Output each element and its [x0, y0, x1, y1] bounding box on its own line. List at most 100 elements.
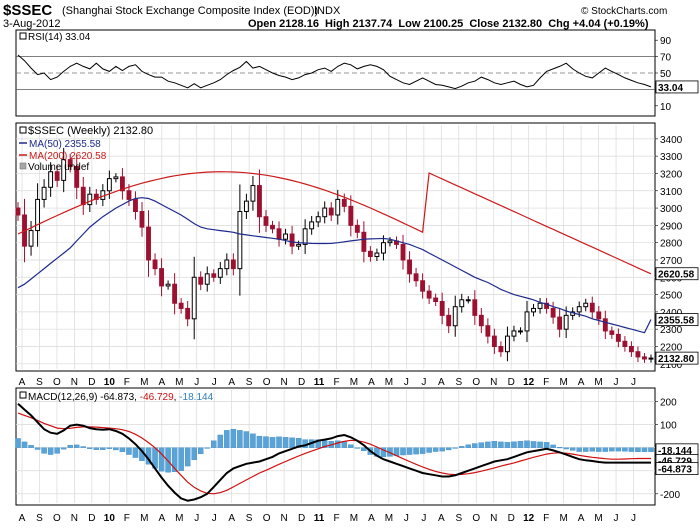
macd-histogram-bar	[126, 447, 132, 455]
price-ytick-label: 2200	[660, 343, 683, 354]
macd-histogram-bar	[256, 435, 263, 448]
macd-histogram-bar	[478, 442, 485, 448]
macd-xtick-label: J	[421, 513, 426, 524]
price-candle-body	[113, 176, 119, 180]
price-candle-body	[563, 314, 569, 330]
price-xtick-label: J	[631, 377, 636, 388]
macd-histogram-bar	[641, 447, 648, 452]
price-candle-body	[126, 190, 132, 200]
macd-histogram-bar	[596, 447, 602, 452]
macd-histogram-bar	[602, 447, 609, 452]
price-candle-body	[309, 221, 315, 230]
price-ytick-label: 2800	[660, 239, 683, 250]
price-candle-body	[80, 186, 86, 206]
macd-xtick-label: O	[263, 513, 271, 524]
price-candle-body	[446, 314, 452, 327]
price-candle-body	[263, 216, 269, 226]
price-candle-body	[139, 211, 145, 228]
macd-value-tag-box	[655, 462, 699, 476]
price-candle-body	[133, 198, 138, 213]
macd-histogram-bar	[537, 441, 543, 448]
price-candle-body	[420, 280, 426, 292]
ma50-value-tag-box	[655, 313, 699, 326]
price-candle-body	[328, 207, 334, 216]
macd-chart: -200-1000100200ASOND10FMAMJJASOND11FMAMJ…	[15, 390, 699, 524]
macd-histogram-bar	[517, 441, 524, 448]
macd-legend-label: MACD(12,26,9)	[28, 392, 97, 403]
price-candle-body	[165, 283, 171, 287]
macd-legend-value: -64.873	[100, 392, 134, 403]
macd-histogram-bar	[191, 447, 197, 461]
price-xtick-label: O	[472, 377, 480, 388]
price-candle-body	[642, 356, 647, 360]
price-chart: 2100220023002400250026002700280029003000…	[15, 125, 699, 388]
macd-histogram-bar	[485, 441, 491, 448]
macd-histogram-bar	[282, 437, 289, 448]
macd-xtick-label: M	[559, 513, 567, 524]
price-candle-body	[35, 198, 41, 232]
macd-ytick-label: -200	[660, 490, 680, 501]
macd-xtick-label: A	[228, 513, 235, 524]
macd-xtick-label: D	[298, 513, 305, 524]
price-candle-body	[609, 330, 615, 335]
ma200-line	[17, 171, 652, 275]
price-xtick-label: F	[333, 377, 339, 388]
macd-xtick-label: F	[333, 513, 339, 524]
price-candle-body	[283, 233, 288, 240]
price-candle-body	[524, 311, 530, 332]
price-candle-body	[407, 259, 412, 275]
price-panel-frame	[15, 122, 656, 372]
macd-xtick-label: N	[71, 513, 78, 524]
price-candle-body	[237, 211, 243, 270]
macd-xtick-label: S	[246, 513, 253, 524]
rsi-legend: RSI(14) 33.04	[28, 32, 91, 43]
chart-index-name: (Shanghai Stock Exchange Composite Index…	[62, 5, 318, 17]
price-candle-body	[531, 307, 536, 313]
price-candle-body	[341, 198, 347, 207]
price-xtick-label: N	[71, 377, 78, 388]
price-candle-body	[276, 228, 282, 240]
macd-legend-swatch	[19, 391, 27, 399]
price-xtick-label: S	[36, 377, 43, 388]
price-candle-body	[583, 302, 589, 308]
price-legend-title: $SSEC (Weekly) 2132.80	[28, 125, 153, 137]
chart-date: 3-Aug-2012	[3, 18, 61, 30]
macd-histogram-bar	[589, 447, 596, 452]
price-candle-body	[224, 259, 230, 270]
price-candle-body	[589, 302, 595, 313]
macd-signal-tag: -46.729	[658, 456, 692, 467]
macd-xtick-label: M	[385, 513, 393, 524]
macd-histogram-bar	[295, 438, 302, 448]
macd-xtick-label: A	[438, 513, 445, 524]
close-value-tag-box	[655, 351, 699, 365]
price-candle-body	[354, 224, 360, 233]
price-candle-body	[557, 316, 563, 330]
chart-ohlc-summary: Open 2128.16 High 2137.74 Low 2100.25 Cl…	[248, 18, 649, 30]
ma200-value-tag: 2620.58	[658, 270, 695, 281]
price-candle-body	[465, 299, 471, 302]
stockcharts-copyright: © StockCharts.com	[581, 6, 667, 17]
macd-histogram-bar	[165, 447, 171, 473]
macd-ytick-label: 100	[660, 421, 677, 432]
macd-histogram-bar	[583, 447, 589, 452]
price-candle-body	[204, 273, 210, 285]
macd-histogram-bar	[93, 447, 100, 450]
macd-xtick-label: 12	[523, 513, 535, 524]
macd-histogram-bar	[615, 447, 622, 452]
chart-exchange: INDX	[314, 5, 341, 17]
price-ytick-label: 3300	[660, 152, 683, 163]
price-candle-body	[119, 176, 125, 192]
macd-signal-line	[17, 412, 651, 495]
macd-histogram-bar	[400, 447, 406, 456]
price-xtick-label: A	[19, 377, 26, 388]
price-legend-swatch	[19, 126, 27, 134]
price-candle-body	[178, 302, 184, 309]
macd-histogram-bar	[178, 447, 184, 471]
macd-histogram-bar	[80, 446, 86, 448]
macd-histogram-bar	[432, 447, 439, 452]
macd-histogram-bar	[452, 447, 458, 449]
ma200-value-tag-box	[655, 267, 699, 281]
macd-xtick-label: J	[614, 513, 619, 524]
price-candle-body	[152, 259, 158, 270]
price-candle-body	[381, 242, 386, 254]
